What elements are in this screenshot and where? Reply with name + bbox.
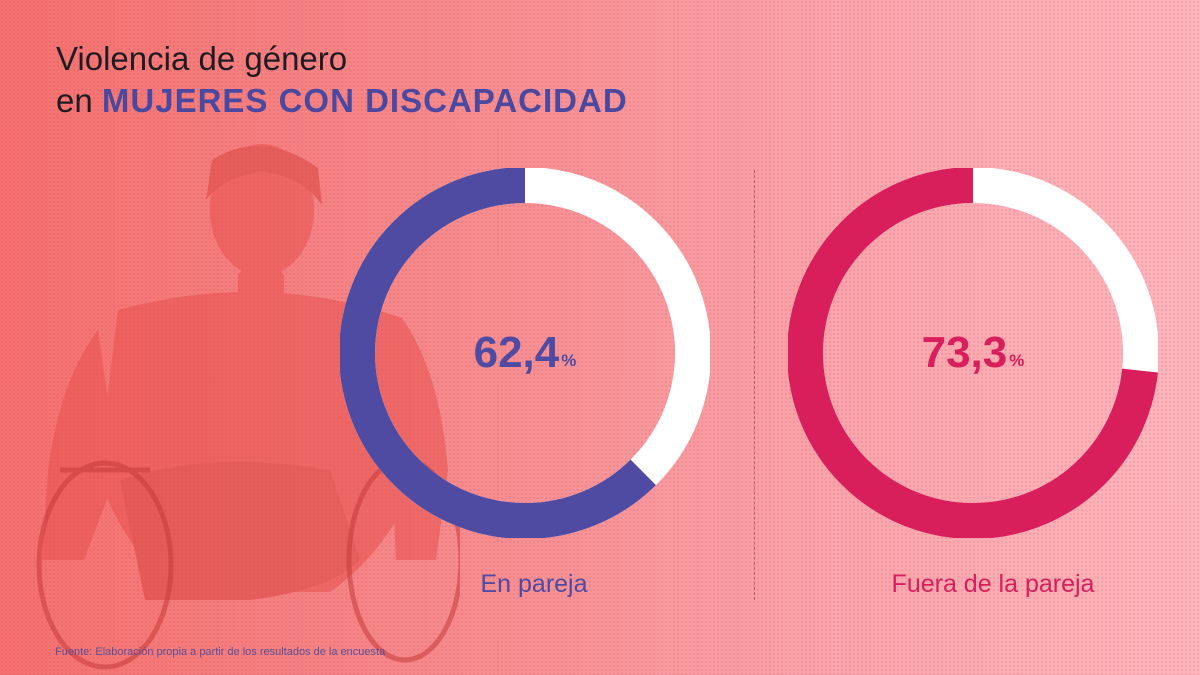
category-label-fuera-de-la-pareja: Fuera de la pareja <box>891 570 1095 598</box>
category-label-en-pareja: En pareja <box>480 570 588 598</box>
title-line-2-prefix: en <box>56 82 93 119</box>
percent-sign: % <box>561 351 577 370</box>
chart-title: Violencia de género en MUJERES CON DISCA… <box>56 38 628 122</box>
donut-chart-en-pareja: 62,4% <box>340 168 710 538</box>
title-line-2-emphasis: MUJERES CON DISCAPACIDAD <box>101 82 628 119</box>
donut-svg-fuera-de-la-pareja <box>788 168 1158 538</box>
donut-svg-en-pareja <box>340 168 710 538</box>
percent-sign: % <box>1009 351 1025 370</box>
percentage-number: 62,4 <box>473 328 560 377</box>
donut-chart-fuera-de-la-pareja: 73,3% <box>788 168 1158 538</box>
percentage-value: 73,3% <box>788 168 1158 538</box>
donut-value-arc <box>788 168 1158 538</box>
donut-value-arc <box>340 168 710 538</box>
percentage-value: 62,4% <box>340 168 710 538</box>
percentage-number: 73,3 <box>921 328 1008 377</box>
title-line-1: Violencia de género <box>56 40 348 77</box>
divider-line <box>754 170 755 600</box>
source-note: Fuente: Elaboración propia a partir de l… <box>55 646 386 658</box>
